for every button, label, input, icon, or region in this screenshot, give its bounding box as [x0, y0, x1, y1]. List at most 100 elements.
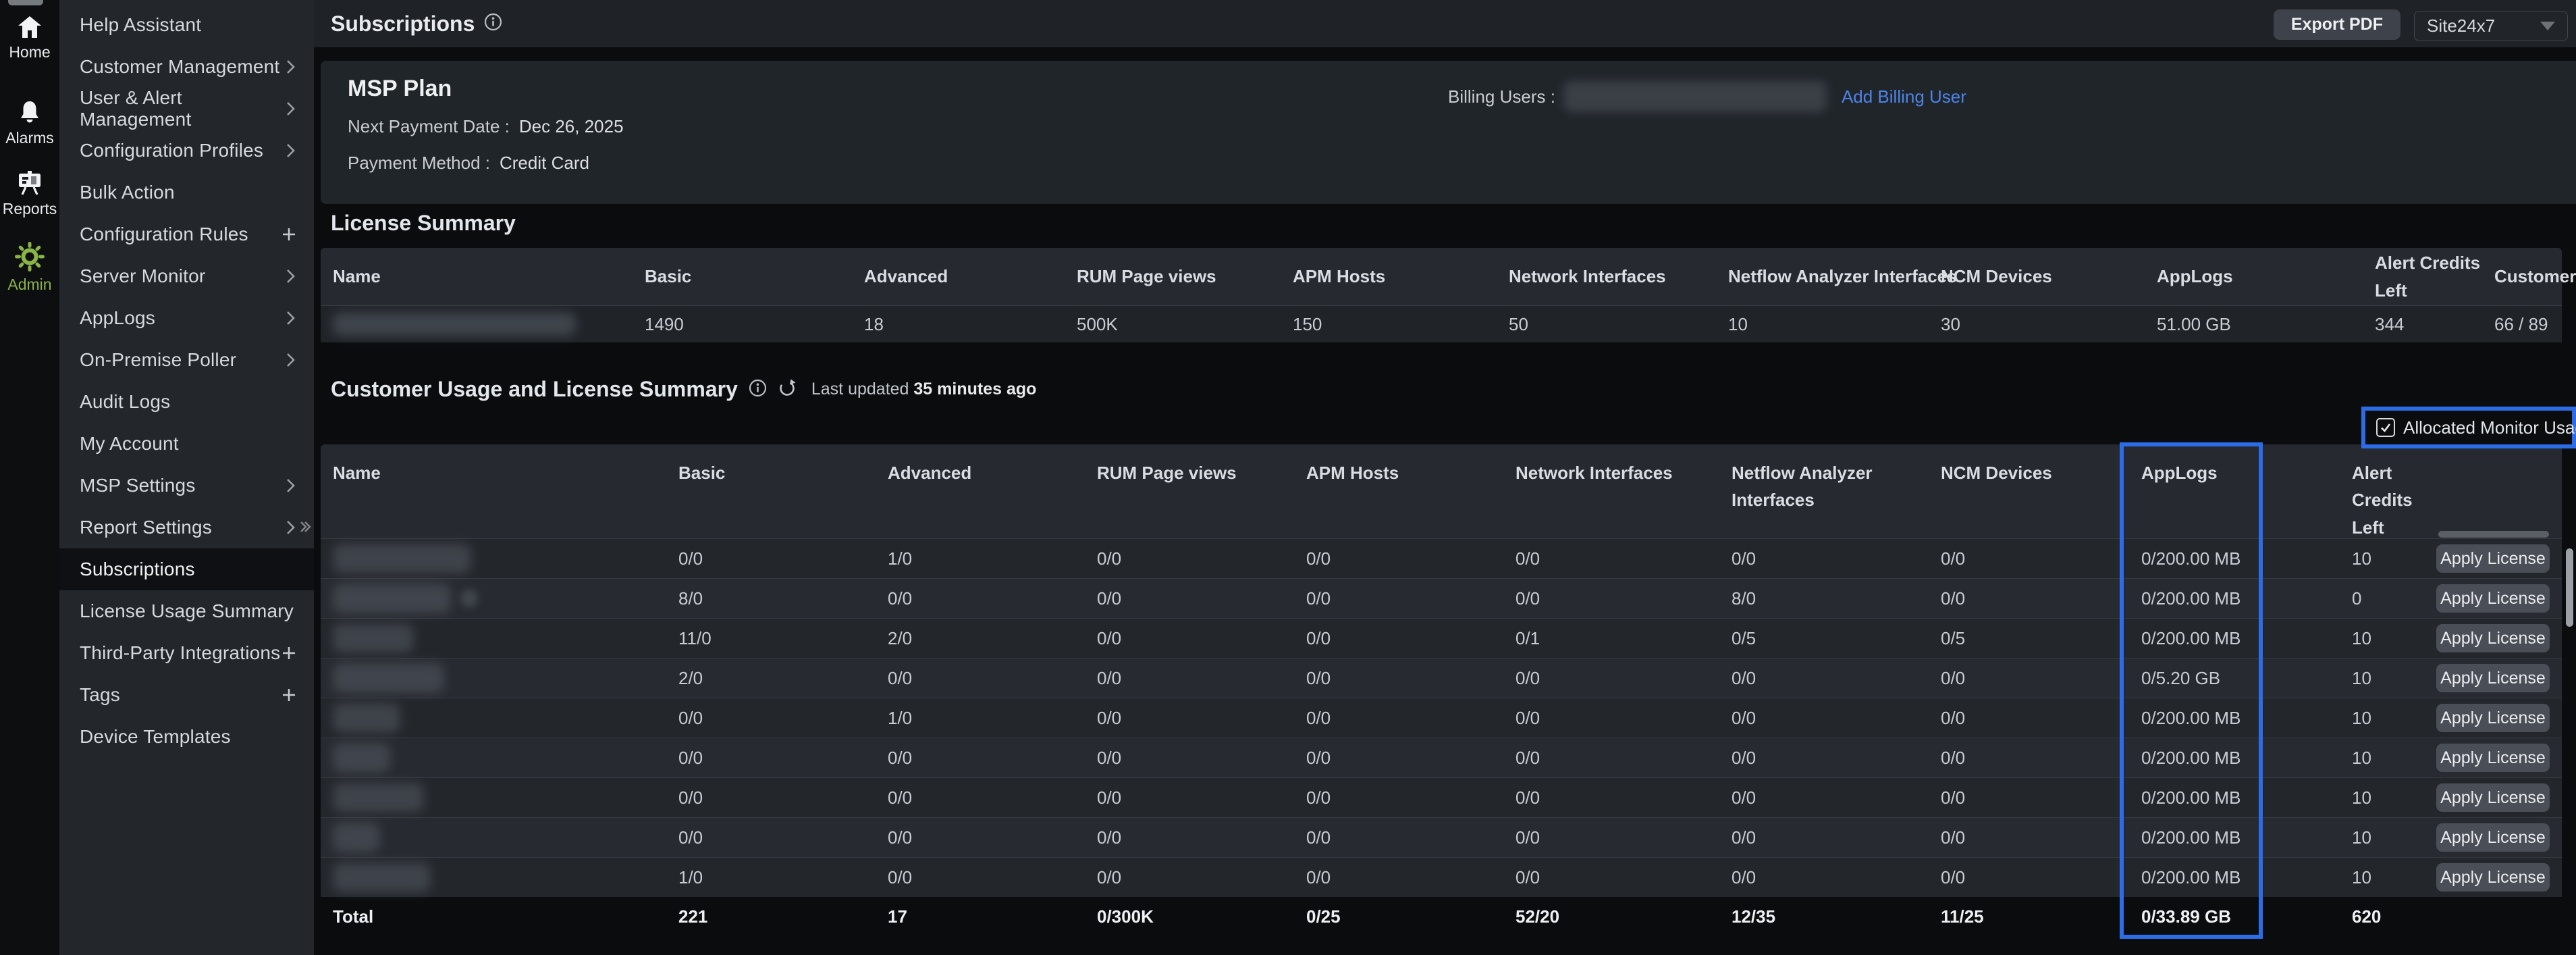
apply-license-button[interactable]: Apply License: [2436, 584, 2550, 613]
basic-header: Basic: [678, 463, 726, 483]
add-billing-user-link[interactable]: Add Billing User: [1841, 86, 1966, 107]
sidebar-item-user-alert-management[interactable]: User & Alert Management: [59, 87, 314, 130]
sidebar-item-tags[interactable]: Tags: [59, 674, 314, 716]
apply-license-button[interactable]: Apply License: [2436, 863, 2550, 892]
sidebar-collapse-icon[interactable]: [297, 519, 313, 538]
redacted-customer-name: [333, 743, 390, 773]
rum-header: RUM Page views: [1097, 463, 1237, 483]
sidebar-item-customer-management[interactable]: Customer Management: [59, 46, 314, 88]
customer-usage-header: Name Basic Advanced RUM Page views APM H…: [321, 444, 2562, 538]
license-summary-title: License Summary: [331, 211, 516, 235]
apm-header: APM Hosts: [1293, 266, 1386, 287]
rail-item-home[interactable]: Home: [0, 15, 59, 61]
home-icon: [18, 16, 41, 38]
redacted-customer-name: [333, 862, 431, 892]
table-row: 0/0 1/0 0/0 0/0 0/0 0/0 0/0 0/200.00 MB …: [321, 698, 2562, 738]
customer-usage-table: Name Basic Advanced RUM Page views APM H…: [321, 444, 2562, 936]
info-icon[interactable]: [484, 13, 502, 34]
sidebar-item-configuration-profiles[interactable]: Configuration Profiles: [59, 130, 314, 172]
apm-header: APM Hosts: [1306, 463, 1399, 483]
chevron-right-icon: [286, 58, 296, 76]
ncm-header: NCM Devices: [1941, 266, 2052, 287]
page-header: Subscriptions Export PDF Site24x7: [314, 0, 2576, 47]
chevron-right-icon: [286, 142, 296, 159]
chevron-right-icon: [286, 309, 296, 327]
sidebar-nav: Help Assistant Customer Management User …: [59, 0, 314, 955]
icon-rail: Home Alarms Reports: [0, 0, 59, 955]
redacted-customer-name: [333, 783, 424, 812]
license-summary-header: Name Basic Advanced RUM Page views APM H…: [321, 248, 2576, 305]
alert-credits-header: Alert Credits Left: [2352, 463, 2413, 538]
total-row: Total 221 17 0/300K 0/25 52/20 12/35 11/…: [321, 897, 2562, 936]
sidebar-item-on-premise-poller[interactable]: On-Premise Poller: [59, 339, 314, 381]
gear-icon: [15, 242, 45, 272]
alert-credits-header: Alert Credits Left: [2375, 253, 2481, 301]
sidebar-item-my-account[interactable]: My Account: [80, 433, 179, 454]
sidebar-item-report-settings[interactable]: Report Settings: [59, 507, 314, 548]
rail-item-admin[interactable]: Admin: [0, 242, 59, 294]
sidebar-item-bulk-action[interactable]: Bulk Action: [80, 182, 175, 203]
table-row: 2/0 0/0 0/0 0/0 0/0 0/0 0/0 0/5.20 GB 10…: [321, 658, 2562, 698]
chevron-right-icon: [286, 267, 296, 285]
basic-header: Basic: [645, 266, 692, 287]
horizontal-scrollbar-thumb[interactable]: [2438, 531, 2549, 538]
main-content: Subscriptions Export PDF Site24x7 MSP Pl…: [314, 0, 2576, 955]
total-label: Total: [333, 906, 374, 927]
plus-icon: [281, 646, 296, 661]
sidebar-item-msp-settings[interactable]: MSP Settings: [59, 465, 314, 507]
name-header: Name: [333, 266, 381, 287]
sidebar-item-help-assistant[interactable]: Help Assistant: [80, 14, 202, 35]
last-updated-text: Last updated 35 minutes ago: [811, 380, 1037, 398]
apply-license-button[interactable]: Apply License: [2436, 664, 2550, 692]
sidebar-item-third-party-integrations[interactable]: Third-Party Integrations: [59, 632, 314, 674]
refresh-icon[interactable]: [778, 378, 797, 401]
billing-users-row: Billing Users : Add Billing User: [1448, 81, 1966, 112]
sidebar-item-license-usage-summary[interactable]: License Usage Summary: [80, 600, 294, 621]
sidebar-item-applogs[interactable]: AppLogs: [59, 297, 314, 339]
account-selector-dropdown[interactable]: Site24x7: [2414, 11, 2568, 41]
export-pdf-button[interactable]: Export PDF: [2273, 9, 2400, 40]
applogs-header: AppLogs: [2157, 266, 2233, 287]
apply-license-button[interactable]: Apply License: [2436, 823, 2550, 852]
sidebar-item-audit-logs[interactable]: Audit Logs: [80, 391, 171, 412]
name-header: Name: [333, 463, 381, 483]
redacted-customer-name: [333, 584, 451, 613]
next-payment-line: Next Payment Date : Dec 26, 2025: [348, 116, 624, 136]
network-interfaces-header: Network Interfaces: [1515, 463, 1673, 483]
ncm-header: NCM Devices: [1941, 463, 2052, 483]
netflow-header: Netflow Analyzer Interfaces: [1728, 266, 1957, 287]
apply-license-button[interactable]: Apply License: [2436, 544, 2550, 573]
table-row: 1/0 0/0 0/0 0/0 0/0 0/0 0/0 0/200.00 MB …: [321, 857, 2562, 897]
apply-license-button[interactable]: Apply License: [2436, 704, 2550, 732]
netflow-header: Netflow Analyzer Interfaces: [1732, 463, 1873, 511]
bell-icon: [21, 101, 38, 123]
allocated-checkbox-highlight: Allocated Monitor Usage: [2361, 407, 2576, 448]
rail-item-reports[interactable]: Reports: [0, 170, 59, 218]
plan-title: MSP Plan: [348, 76, 452, 101]
vertical-scrollbar-thumb[interactable]: [2566, 548, 2573, 627]
apply-license-button[interactable]: Apply License: [2436, 783, 2550, 812]
customer-usage-title: Customer Usage and License Summary: [331, 377, 738, 401]
redacted-billing-user: [1563, 81, 1827, 112]
sidebar-item-configuration-rules[interactable]: Configuration Rules: [59, 213, 314, 255]
apply-license-button[interactable]: Apply License: [2436, 624, 2550, 652]
sidebar-item-device-templates[interactable]: Device Templates: [80, 726, 231, 747]
apply-license-button[interactable]: Apply License: [2436, 744, 2550, 772]
sidebar-item-subscriptions[interactable]: Subscriptions: [59, 548, 314, 590]
license-summary-table: Name Basic Advanced RUM Page views APM H…: [321, 248, 2576, 342]
page-title: Subscriptions: [331, 11, 475, 36]
sidebar-item-server-monitor[interactable]: Server Monitor: [59, 255, 314, 297]
allocated-monitor-usage-label: Allocated Monitor Usage: [2403, 417, 2576, 438]
rum-header: RUM Page views: [1077, 266, 1216, 287]
table-row: 11/0 2/0 0/0 0/0 0/1 0/5 0/5 0/200.00 MB…: [321, 618, 2562, 658]
allocated-monitor-usage-checkbox[interactable]: [2376, 418, 2395, 437]
network-interfaces-header: Network Interfaces: [1509, 266, 1666, 287]
chevron-right-icon: [286, 100, 296, 118]
rail-item-alarms[interactable]: Alarms: [0, 99, 59, 147]
payment-method-line: Payment Method : Credit Card: [348, 153, 589, 173]
license-summary-row: 1490 18 500K 150 50 10 30 51.00 GB 344 6…: [321, 305, 2562, 342]
info-icon[interactable]: [749, 379, 767, 401]
msp-plan-card: MSP Plan Next Payment Date : Dec 26, 2025…: [321, 61, 2576, 204]
redacted-customer-name: [333, 544, 471, 573]
